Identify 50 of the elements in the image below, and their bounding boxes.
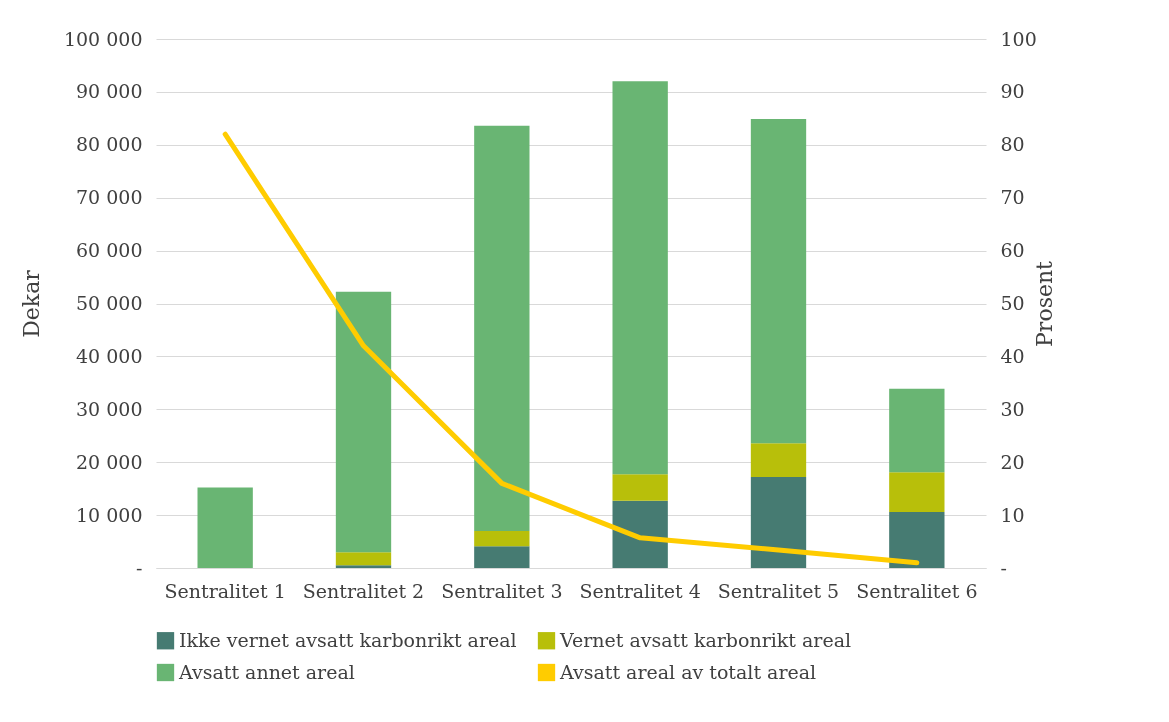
bar: [335, 291, 392, 553]
y-tick-label: -: [136, 556, 143, 579]
bar: [889, 511, 945, 568]
y-tick-label: 30 000: [76, 397, 143, 420]
y2-axis-title: Prosent: [1031, 260, 1057, 347]
y-tick-label: 100 000: [63, 27, 143, 50]
x-tick-label: Sentralitet 3: [441, 579, 563, 602]
bar: [197, 487, 253, 568]
legend-label: Vernet avsatt karbonrikt areal: [559, 628, 852, 651]
legend-label: Avsatt areal av totalt areal: [559, 660, 817, 683]
bar: [612, 81, 668, 475]
x-tick-label: Sentralitet 6: [856, 579, 978, 602]
y2-tick-label: 10: [1000, 503, 1025, 526]
x-tick-label: Sentralitet 5: [717, 579, 840, 602]
bar: [335, 565, 392, 568]
bar: [750, 477, 807, 568]
y2-tick-label: 90: [1000, 80, 1025, 103]
legend-label: Ikke vernet avsatt karbonrikt areal: [179, 628, 517, 651]
y-tick-label: 70 000: [76, 186, 143, 209]
y2-tick-label: 20: [1000, 450, 1025, 473]
y2-tick-label: 30: [1000, 397, 1025, 420]
legend-label: Avsatt annet areal: [178, 660, 355, 683]
x-tick-label: Sentralitet 2: [302, 579, 425, 602]
y2-tick-label: 100: [1000, 27, 1037, 50]
y2-tick-label: 50: [1000, 292, 1025, 314]
y-tick-label: 60 000: [76, 239, 143, 262]
y-axis-title: Dekar: [18, 269, 44, 338]
bar: [474, 530, 530, 547]
bar: [612, 474, 668, 501]
bar: [335, 552, 392, 566]
y-tick-label: 40 000: [76, 344, 143, 367]
y-tick-label: 10 000: [76, 503, 143, 526]
y2-tick-label: 70: [1000, 186, 1025, 209]
y2-tick-label: -: [1000, 556, 1007, 579]
y-tick-label: 50 000: [76, 292, 143, 314]
bar: [612, 500, 668, 568]
y-tick-label: 90 000: [76, 80, 143, 103]
bar: [474, 125, 530, 531]
y2-tick-label: 80: [1000, 133, 1025, 156]
bar: [474, 546, 530, 568]
y-tick-label: 80 000: [76, 133, 143, 156]
bar: [750, 118, 807, 444]
x-tick-label: Sentralitet 1: [164, 579, 286, 602]
y-tick-label: 20 000: [76, 450, 143, 473]
y2-tick-label: 60: [1000, 239, 1025, 262]
bar: [889, 388, 945, 473]
x-tick-label: Sentralitet 4: [579, 579, 701, 602]
bar: [750, 443, 807, 478]
bar: [889, 472, 945, 512]
y2-tick-label: 40: [1000, 344, 1025, 367]
